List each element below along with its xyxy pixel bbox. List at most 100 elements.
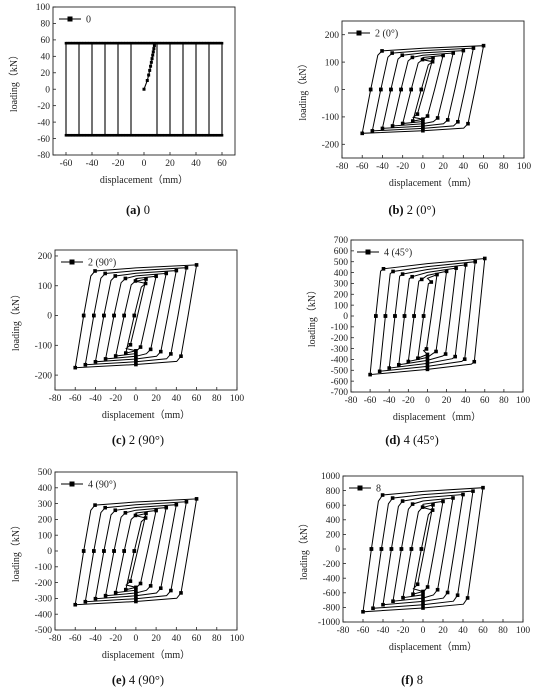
data-point (425, 361, 430, 366)
data-point (482, 256, 487, 261)
data-point (191, 133, 194, 137)
data-point (93, 503, 97, 507)
x-tick-label: 20 (151, 634, 161, 644)
legend-marker (356, 30, 362, 36)
data-point (186, 133, 189, 137)
x-tick-label: 40 (172, 394, 182, 404)
data-point (167, 133, 171, 137)
caption-d: (d) 4 (45°) (385, 433, 439, 447)
x-tick-label: 0 (421, 162, 426, 172)
data-point (123, 351, 128, 355)
y-tick-label: 100 (334, 301, 349, 311)
data-point (194, 133, 197, 137)
data-point (128, 41, 132, 45)
data-point (465, 596, 470, 600)
x-tick-label: 100 (517, 162, 532, 172)
data-point (97, 41, 101, 45)
y-axis-label: loading（kN） (8, 50, 20, 112)
data-point (429, 280, 434, 284)
data-point (156, 41, 160, 45)
data-point (401, 595, 405, 600)
y-tick-label: 1000 (321, 472, 340, 482)
caption-b: (b) 2 (0°) (388, 203, 435, 217)
data-point (421, 314, 426, 318)
data-point (194, 263, 199, 267)
data-point (421, 128, 425, 133)
data-point (143, 516, 148, 520)
data-point (435, 587, 440, 592)
data-point (481, 43, 486, 48)
data-point (451, 496, 455, 500)
data-point (216, 41, 219, 45)
data-point (425, 364, 430, 369)
caption-c: (c) 2 (90°) (112, 433, 164, 447)
x-tick-label: -20 (402, 396, 415, 406)
y-tick-label: -500 (331, 366, 349, 376)
data-point (134, 588, 138, 592)
data-point (369, 547, 374, 551)
data-point (150, 133, 154, 137)
data-point (74, 133, 77, 137)
y-tick-label: 100 (36, 3, 51, 13)
data-point (444, 269, 449, 274)
data-point (390, 51, 394, 55)
data-point (113, 274, 118, 278)
data-point (393, 314, 397, 318)
data-point (95, 133, 99, 137)
data-point (219, 133, 222, 137)
data-point (134, 591, 138, 595)
x-tick-label: 80 (498, 626, 508, 636)
data-point (371, 606, 375, 611)
data-point (177, 41, 180, 45)
data-point (455, 593, 460, 598)
data-point (122, 41, 126, 45)
data-point (117, 41, 121, 45)
data-point (144, 133, 147, 137)
data-point (151, 53, 155, 57)
y-tick-label: 100 (325, 58, 340, 68)
x-tick-label: -40 (89, 394, 102, 404)
data-point (133, 513, 138, 518)
data-point (100, 133, 104, 137)
data-point (400, 272, 405, 276)
data-point (179, 354, 183, 358)
data-point (173, 133, 177, 137)
data-point (167, 41, 171, 45)
data-point (421, 596, 425, 600)
data-point (206, 133, 210, 137)
data-point (187, 41, 191, 45)
data-point (131, 133, 135, 137)
data-point (183, 41, 186, 45)
data-point (92, 41, 96, 45)
y-tick-label: -700 (331, 388, 349, 398)
data-point (181, 133, 185, 137)
y-tick-label: 600 (334, 247, 349, 257)
data-point (149, 60, 153, 64)
data-point (127, 133, 130, 137)
y-tick-label: -20 (37, 102, 50, 112)
data-point (111, 133, 115, 137)
data-point (390, 124, 395, 128)
data-point (409, 547, 414, 551)
chart-panel-5: -80 -60 -40 -20 0 20 40 60 80 100-1000-800-600-40… (298, 472, 530, 653)
data-point (134, 594, 138, 598)
data-point (174, 502, 179, 507)
data-point (434, 349, 438, 354)
data-point (92, 549, 96, 553)
data-point (139, 41, 143, 45)
y-tick-label: -200 (35, 579, 53, 589)
x-axis-label: displacement（mm） (389, 177, 477, 189)
caption-e: (e) 4 (90°) (112, 673, 164, 687)
y-tick-label: -800 (323, 604, 341, 614)
x-tick-label: 60 (480, 396, 490, 406)
data-point (130, 133, 133, 137)
data-point (127, 41, 130, 45)
data-point (133, 279, 138, 283)
data-point (416, 356, 420, 361)
data-point (184, 133, 188, 137)
data-point (195, 133, 199, 137)
data-point (174, 268, 179, 273)
data-point (184, 41, 188, 45)
data-point (431, 503, 435, 507)
data-point (144, 277, 148, 281)
